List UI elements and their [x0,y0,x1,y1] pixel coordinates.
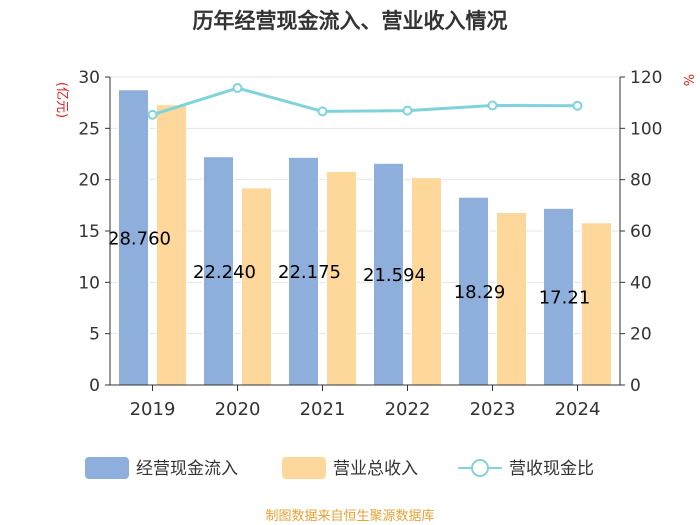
data-label-cash-inflow-2019: 28.760 [108,228,171,249]
right-tick-label: 100 [630,119,662,139]
chart-title: 历年经营现金流入、营业收入情况 [193,9,508,33]
source-note: 制图数据来自恒生聚源数据库 [265,508,434,524]
x-tick-label-2020: 2020 [215,399,261,420]
right-tick-label: 60 [630,222,652,242]
left-tick-label: 30 [78,68,100,88]
right-axis-unit: % [680,74,695,86]
data-label-cash-inflow-2023: 18.29 [454,282,506,303]
ratio-line [152,86,578,117]
data-label-cash-inflow-2020: 22.240 [193,262,256,283]
bar-revenue-2021 [326,170,357,386]
bar-revenue-2024 [581,222,612,386]
ratio-point-2021 [317,106,328,117]
legend-marker-ratio [471,459,489,477]
left-tick-label: 20 [78,171,100,191]
data-label-cash-inflow-2021: 22.175 [278,262,341,283]
right-tick-label: 20 [630,325,652,345]
ratio-point-2024 [572,100,583,111]
left-axis-ticks: 0 5 10 15 20 25 30 [78,68,110,396]
bar-cash-inflow-2024 [543,207,574,386]
bar-revenue-2020 [241,187,272,386]
bar-revenue-2023 [496,212,527,386]
right-axis-ticks: 0 20 40 60 80 100 120 [620,68,662,396]
bar-cash-inflow-2020 [203,156,234,386]
left-tick-label: 15 [78,222,100,242]
ratio-point-2019 [147,109,158,120]
x-tick-label-2021: 2021 [300,399,346,420]
bar-cash-inflow-2023 [458,196,489,386]
ratio-point-2022 [402,105,413,116]
left-tick-label: 5 [89,325,100,345]
x-tick-label-2022: 2022 [385,399,431,420]
legend-swatch-revenue [282,457,326,479]
left-tick-label: 10 [78,273,100,293]
x-tick-label-2023: 2023 [470,399,516,420]
x-axis-ticks: 2019 2020 2021 2022 2023 2024 [130,385,601,420]
data-labels: 28.760 22.240 22.175 21.594 18.29 17.21 [108,228,590,308]
left-tick-label: 25 [78,119,100,139]
bar-revenue-2019 [156,104,187,386]
legend[interactable]: 经营现金流入 营业总收入 营收现金比 [85,457,594,479]
left-tick-label: 0 [89,376,100,396]
bar-series [118,89,612,386]
data-label-cash-inflow-2022: 21.594 [363,265,426,286]
axes [109,77,621,386]
data-label-cash-inflow-2024: 17.21 [539,288,591,309]
ratio-point-2020 [232,83,243,94]
right-tick-label: 120 [630,68,662,88]
bar-cash-inflow-2019 [118,89,149,386]
right-tick-label: 80 [630,171,652,191]
left-axis-unit: (亿元) [54,82,69,118]
legend-label-cash-inflow: 经营现金流入 [136,459,238,479]
ratio-line-series [147,83,583,120]
legend-label-ratio: 营收现金比 [509,459,594,479]
right-tick-label: 40 [630,273,652,293]
right-tick-label: 0 [630,376,641,396]
x-tick-label-2019: 2019 [130,399,176,420]
legend-swatch-cash-inflow [85,457,129,479]
grid-lines [110,76,620,335]
bar-cash-inflow-2021 [288,156,319,386]
ratio-point-2023 [487,100,498,111]
bar-revenue-2022 [411,177,442,386]
legend-label-revenue: 营业总收入 [333,459,418,479]
x-tick-label-2024: 2024 [555,399,601,420]
